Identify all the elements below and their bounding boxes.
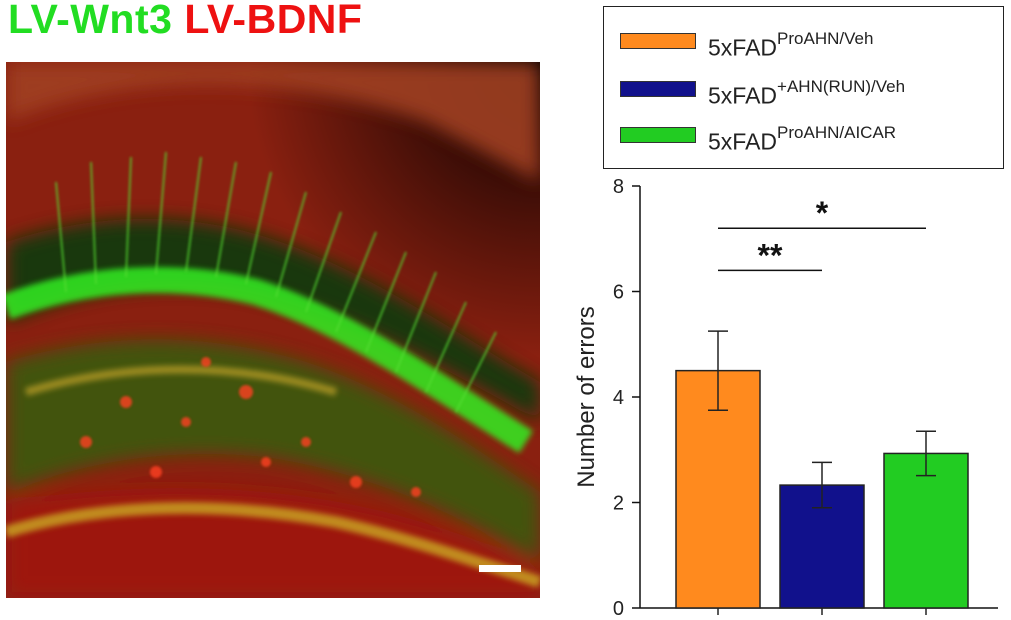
legend-item-ahn-run-veh: 5xFAD+AHN(RUN)/Veh [620, 67, 905, 111]
y-tick-label: 4 [613, 387, 624, 409]
bar [883, 452, 969, 609]
title-wnt3: LV-Wnt3 [8, 0, 173, 42]
figure-title: LV-Wnt3 LV-BDNF [8, 0, 362, 43]
scale-bar [479, 565, 521, 572]
y-tick-label: 8 [613, 176, 624, 198]
y-tick-label: 2 [613, 493, 624, 515]
significance-label: ** [758, 237, 783, 273]
title-bdnf: LV-BDNF [184, 0, 363, 42]
legend-swatch [620, 81, 696, 97]
legend-swatch [620, 127, 696, 143]
legend-label: 5xFAD+AHN(RUN)/Veh [708, 77, 906, 109]
y-tick-label: 0 [613, 598, 624, 617]
legend-swatch [620, 33, 696, 49]
legend-label: 5xFADProAHN/AICAR [708, 123, 897, 155]
fluorescence-micrograph [6, 62, 540, 598]
legend-item-proahn-aicar: 5xFADProAHN/AICAR [620, 113, 896, 157]
legend-label: 5xFADProAHN/Veh [708, 29, 874, 61]
chart-legend: 5xFADProAHN/Veh 5xFAD+AHN(RUN)/Veh 5xFAD… [603, 6, 1004, 169]
y-axis-label: Number of errors [573, 306, 600, 487]
legend-item-proahn-veh: 5xFADProAHN/Veh [620, 19, 873, 63]
significance-label: * [816, 195, 829, 231]
y-tick-label: 6 [613, 282, 624, 304]
